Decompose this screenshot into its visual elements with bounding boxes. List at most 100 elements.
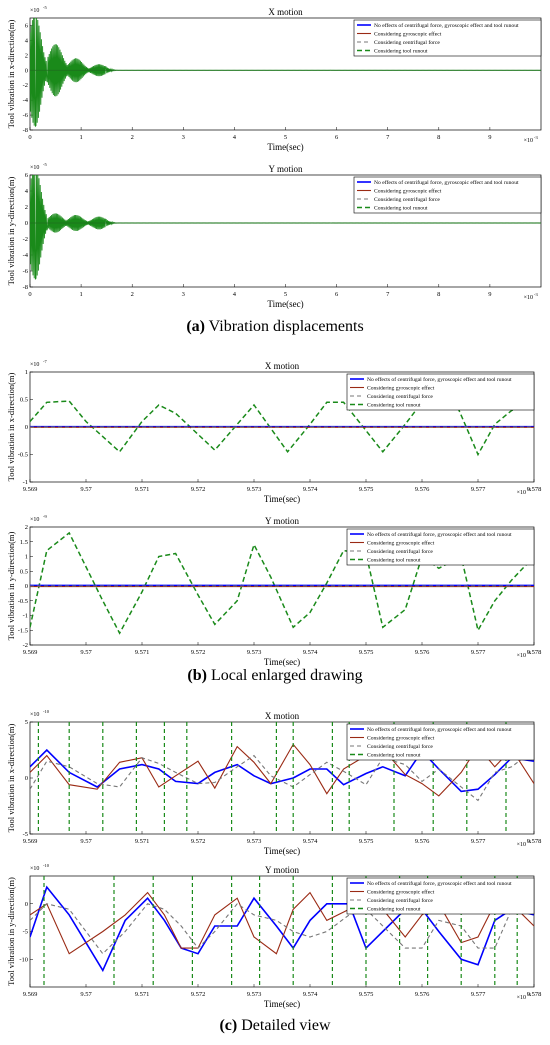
x-tick-label: 0	[28, 291, 31, 298]
y-tick-label: 0	[25, 901, 28, 908]
x-tick-label: 9.575	[359, 838, 374, 845]
legend-box	[346, 373, 535, 411]
y-exponent: ×10	[30, 712, 39, 718]
y-tick-label: -6	[23, 112, 29, 119]
legend-box	[346, 723, 535, 761]
legend-entry: No effects of centrifugal force, gyrosco…	[367, 726, 512, 733]
x-exponent: ×10	[517, 995, 526, 1001]
x-exponent-power: -3	[527, 650, 531, 655]
y-exponent: ×10	[30, 866, 39, 872]
y-tick-label: -10	[19, 956, 28, 963]
y-axis-label: Tool vibration in y-direction(m)	[6, 877, 16, 986]
x-axis-label: Time(sec)	[264, 657, 300, 667]
legend-entry: No effects of centrifugal force, gyrosco…	[374, 179, 519, 186]
x-exponent-power: -3	[534, 292, 538, 297]
legend-entry: Considering gyroscopic effect	[367, 735, 435, 742]
y-tick-label: 6	[25, 172, 29, 179]
x-tick-label: 7	[386, 291, 390, 298]
y-tick-label: -8	[23, 284, 28, 291]
legend-entry: Considering tool runout	[367, 558, 421, 564]
x-tick-label: 9	[488, 291, 491, 298]
y-tick-label: -2	[23, 82, 28, 89]
x-tick-label: 9.574	[303, 486, 318, 493]
y-tick-label: 0.5	[20, 568, 28, 575]
chart-a-y: Y motion Time(sec) Tool vibration in y-dir…	[6, 162, 542, 309]
y-tick-label: -8	[23, 127, 28, 134]
chart-title: Y motion	[265, 516, 299, 526]
legend-box	[353, 19, 542, 57]
legend-entry: No effects of centrifugal force, gyrosco…	[374, 22, 519, 29]
legend-entry: No effects of centrifugal force, gyrosco…	[367, 880, 512, 887]
y-exponent-power: -9	[43, 514, 47, 519]
x-tick-label: 7	[386, 134, 390, 141]
y-exponent: ×10	[30, 165, 39, 171]
y-tick-label: -1	[23, 479, 28, 486]
x-tick-label: 9.569	[23, 838, 38, 845]
chart-a-x: X motion Time(sec) Tool vibration in x-dir…	[6, 5, 542, 152]
y-tick-label: -4	[23, 252, 29, 259]
y-tick-label: 5	[25, 719, 28, 726]
y-tick-label: -0.5	[18, 452, 28, 459]
x-tick-label: 8	[437, 134, 440, 141]
x-tick-label: 5	[284, 291, 287, 298]
plot-layer	[30, 18, 541, 128]
x-tick-label: 9.574	[303, 838, 318, 845]
y-tick-label: -4	[23, 97, 29, 104]
x-tick-label: 9.577	[471, 486, 486, 493]
legend-entry: Considering centrifugal force	[367, 897, 433, 904]
x-tick-label: 9.569	[23, 486, 38, 493]
plot-layer	[30, 722, 534, 834]
x-tick-label: 9.572	[191, 649, 206, 656]
y-tick-label: 0	[25, 220, 28, 227]
x-exponent-power: -3	[527, 487, 531, 492]
chart-title: X motion	[265, 361, 300, 371]
plot-layer	[30, 175, 541, 280]
y-exponent-power: -5	[43, 162, 47, 167]
x-tick-label: 1	[79, 291, 82, 298]
x-tick-label: 9	[488, 134, 491, 141]
x-tick-label: 5	[284, 134, 287, 141]
x-tick-label: 9.57	[80, 486, 92, 493]
x-tick-label: 9.571	[135, 649, 150, 656]
x-tick-label: 6	[335, 134, 339, 141]
y-axis-label: Tool vibration in x-direction(m)	[6, 19, 16, 128]
y-axis-label: Tool vibration in y-direction(m)	[6, 531, 16, 640]
y-exponent-power: -10	[43, 863, 50, 868]
y-tick-label: -5	[23, 831, 28, 838]
y-axis-label: Tool vibration in y-direction(m)	[6, 176, 16, 285]
x-axis-label: Time(sec)	[267, 299, 303, 309]
y-tick-label: -6	[23, 268, 29, 275]
x-tick-label: 9.574	[303, 649, 318, 656]
y-tick-label: 4	[25, 188, 29, 195]
x-tick-label: 9.571	[135, 486, 150, 493]
x-tick-label: 9.578	[527, 486, 542, 493]
plot-layer	[30, 400, 534, 457]
legend-entry: No effects of centrifugal force, gyrosco…	[367, 376, 512, 383]
legend-entry: Considering tool runout	[374, 49, 428, 55]
x-tick-label: 9.578	[527, 649, 542, 656]
x-exponent: ×10	[517, 490, 526, 496]
x-tick-label: 9.573	[247, 486, 262, 493]
y-exponent-power: -7	[43, 359, 47, 364]
legend-entry: Considering centrifugal force	[367, 548, 433, 555]
x-tick-label: 9.576	[415, 838, 430, 845]
legend-box	[346, 877, 535, 915]
caption-b: (b) Local enlarged drawing	[187, 667, 363, 684]
y-axis-label: Tool vibration in x-direction(m)	[6, 372, 16, 481]
x-axis-label: Time(sec)	[264, 846, 300, 856]
x-tick-label: 9.578	[527, 991, 542, 998]
x-axis-label: Time(sec)	[264, 494, 300, 504]
x-tick-label: 9.57	[80, 838, 92, 845]
x-axis-label: Time(sec)	[267, 142, 303, 152]
x-tick-label: 0	[28, 134, 31, 141]
x-tick-label: 9.576	[415, 991, 430, 998]
chart-c-y: Y motion Time(sec) Tool vibration in y-dir…	[6, 863, 541, 1009]
legend-entry: Considering centrifugal force	[367, 393, 433, 400]
chart-c-x: X motion Time(sec) Tool vibration in x-dir…	[6, 709, 541, 856]
legend-entry: Considering gyroscopic effect	[367, 889, 435, 896]
x-exponent: ×10	[517, 653, 526, 659]
chart-b-y: Y motion Time(sec) Tool vibration in y-dir…	[6, 514, 541, 667]
y-tick-label: 0	[25, 775, 28, 782]
legend-entry: Considering centrifugal force	[374, 39, 440, 46]
